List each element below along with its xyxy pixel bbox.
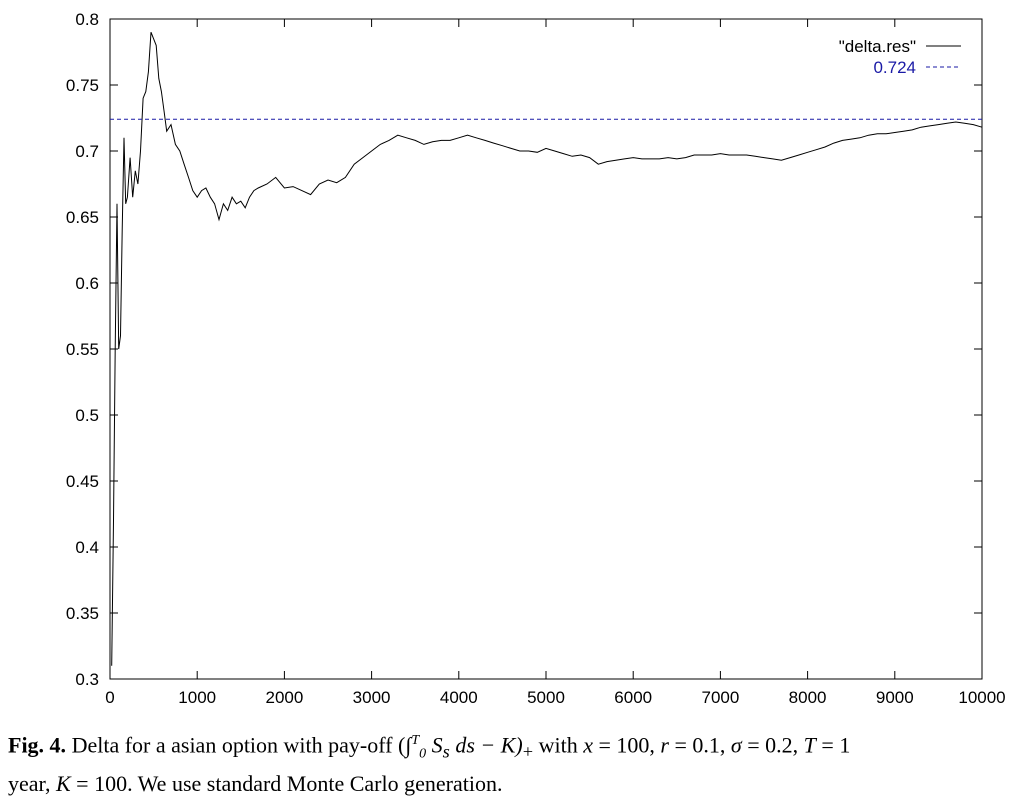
- x-tick-label: 6000: [614, 688, 652, 707]
- integral-symbol: ∫T0: [405, 732, 427, 762]
- x-tick-label: 10000: [958, 688, 1005, 707]
- plot-frame: [109, 18, 983, 680]
- y-tick-label: 0.65: [66, 208, 99, 227]
- caption-text-8: = 100. We use standard Monte Carlo gener…: [70, 770, 503, 796]
- caption-text-2: ds − K): [449, 732, 523, 758]
- y-tick-label: 0.7: [75, 142, 99, 161]
- plus-sub: +: [522, 741, 534, 762]
- integrand: S: [431, 732, 443, 758]
- y-tick-label: 0.8: [75, 10, 99, 29]
- y-tick-label: 0.4: [75, 538, 99, 557]
- caption-text-5: = 0.1,: [668, 732, 731, 758]
- x-tick-label: 9000: [876, 688, 914, 707]
- y-tick-label: 0.3: [75, 670, 99, 689]
- caption-text-4: = 100,: [592, 732, 661, 758]
- y-tick-label: 0.45: [66, 472, 99, 491]
- figure-caption: Fig. 4. Delta for a asian option with pa…: [8, 726, 1026, 798]
- caption-line2: year,: [8, 770, 56, 796]
- series-line-delta-res: [111, 32, 983, 666]
- x-tick-label: 1000: [178, 688, 216, 707]
- integral-lower: 0: [419, 746, 427, 762]
- series-layer: [110, 32, 983, 666]
- caption-text-7: = 1: [815, 732, 851, 758]
- var-sigma: σ: [730, 732, 742, 758]
- integrand-sub: s: [442, 741, 450, 762]
- var-k: K: [55, 770, 71, 796]
- y-tick-label: 0.5: [75, 406, 99, 425]
- var-t: T: [803, 732, 816, 758]
- legend-label-delta-res: "delta.res": [839, 37, 916, 56]
- chart: 0 1000 2000 3000 4000 5000 6000 7000 8000 9000 100…: [66, 10, 1006, 707]
- caption-text-1: Delta for a asian option with pay-off (: [66, 732, 406, 758]
- ticks: [109, 18, 983, 680]
- legend: "delta.res" 0.724: [839, 37, 961, 77]
- y-tick-label: 0.6: [75, 274, 99, 293]
- figure-label: Fig. 4.: [8, 732, 67, 758]
- x-tick-label: 5000: [527, 688, 565, 707]
- y-tick-label: 0.75: [66, 76, 99, 95]
- x-tick-label: 3000: [353, 688, 391, 707]
- y-tick-label: 0.35: [66, 604, 99, 623]
- var-x: x: [583, 732, 593, 758]
- integral-upper: T: [411, 733, 420, 748]
- x-tick-label: 8000: [789, 688, 827, 707]
- y-tick-label: 0.55: [66, 340, 99, 359]
- x-tick-label: 0: [105, 688, 114, 707]
- legend-label-reference: 0.724: [873, 58, 916, 77]
- x-tick-label: 7000: [701, 688, 739, 707]
- caption-text-3: with: [533, 732, 584, 758]
- x-tick-label: 2000: [265, 688, 303, 707]
- x-tick-label: 4000: [440, 688, 478, 707]
- var-r: r: [660, 732, 669, 758]
- tick-labels: 0 1000 2000 3000 4000 5000 6000 7000 8000 9000 100…: [66, 10, 1006, 707]
- caption-text-6: = 0.2,: [741, 732, 804, 758]
